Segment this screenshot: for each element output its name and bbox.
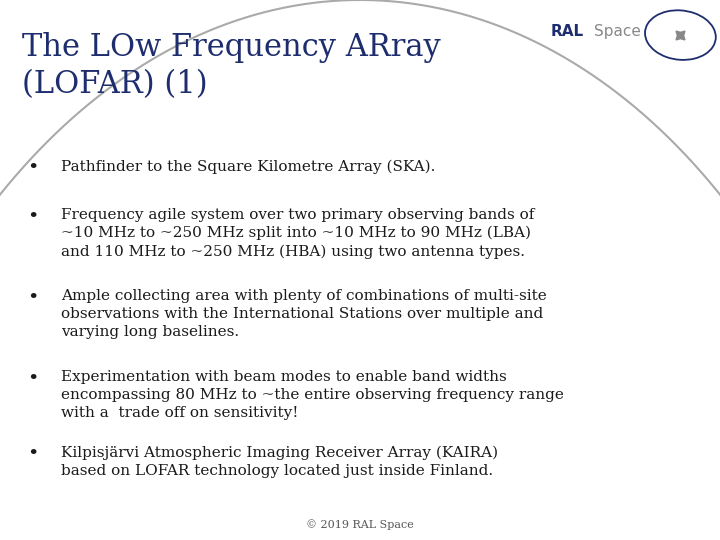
Text: •: •	[27, 446, 38, 463]
Text: Pathfinder to the Square Kilometre Array (SKA).: Pathfinder to the Square Kilometre Array…	[61, 159, 436, 174]
Text: Ample collecting area with plenty of combinations of multi-site
observations wit: Ample collecting area with plenty of com…	[61, 289, 547, 339]
Text: The LOw Frequency ARray
(LOFAR) (1): The LOw Frequency ARray (LOFAR) (1)	[22, 32, 441, 100]
Text: •: •	[27, 159, 38, 177]
Text: Kilpisjärvi Atmospheric Imaging Receiver Array (KAIRA)
based on LOFAR technology: Kilpisjärvi Atmospheric Imaging Receiver…	[61, 446, 498, 478]
Text: RAL: RAL	[551, 24, 584, 39]
Text: Frequency agile system over two primary observing bands of
~10 MHz to ~250 MHz s: Frequency agile system over two primary …	[61, 208, 534, 259]
Text: Space: Space	[594, 24, 641, 39]
Text: © 2019 RAL Space: © 2019 RAL Space	[306, 519, 414, 530]
Text: Experimentation with beam modes to enable band widths
encompassing 80 MHz to ~th: Experimentation with beam modes to enabl…	[61, 370, 564, 420]
Text: •: •	[27, 289, 38, 307]
Text: •: •	[27, 208, 38, 226]
Text: •: •	[27, 370, 38, 388]
